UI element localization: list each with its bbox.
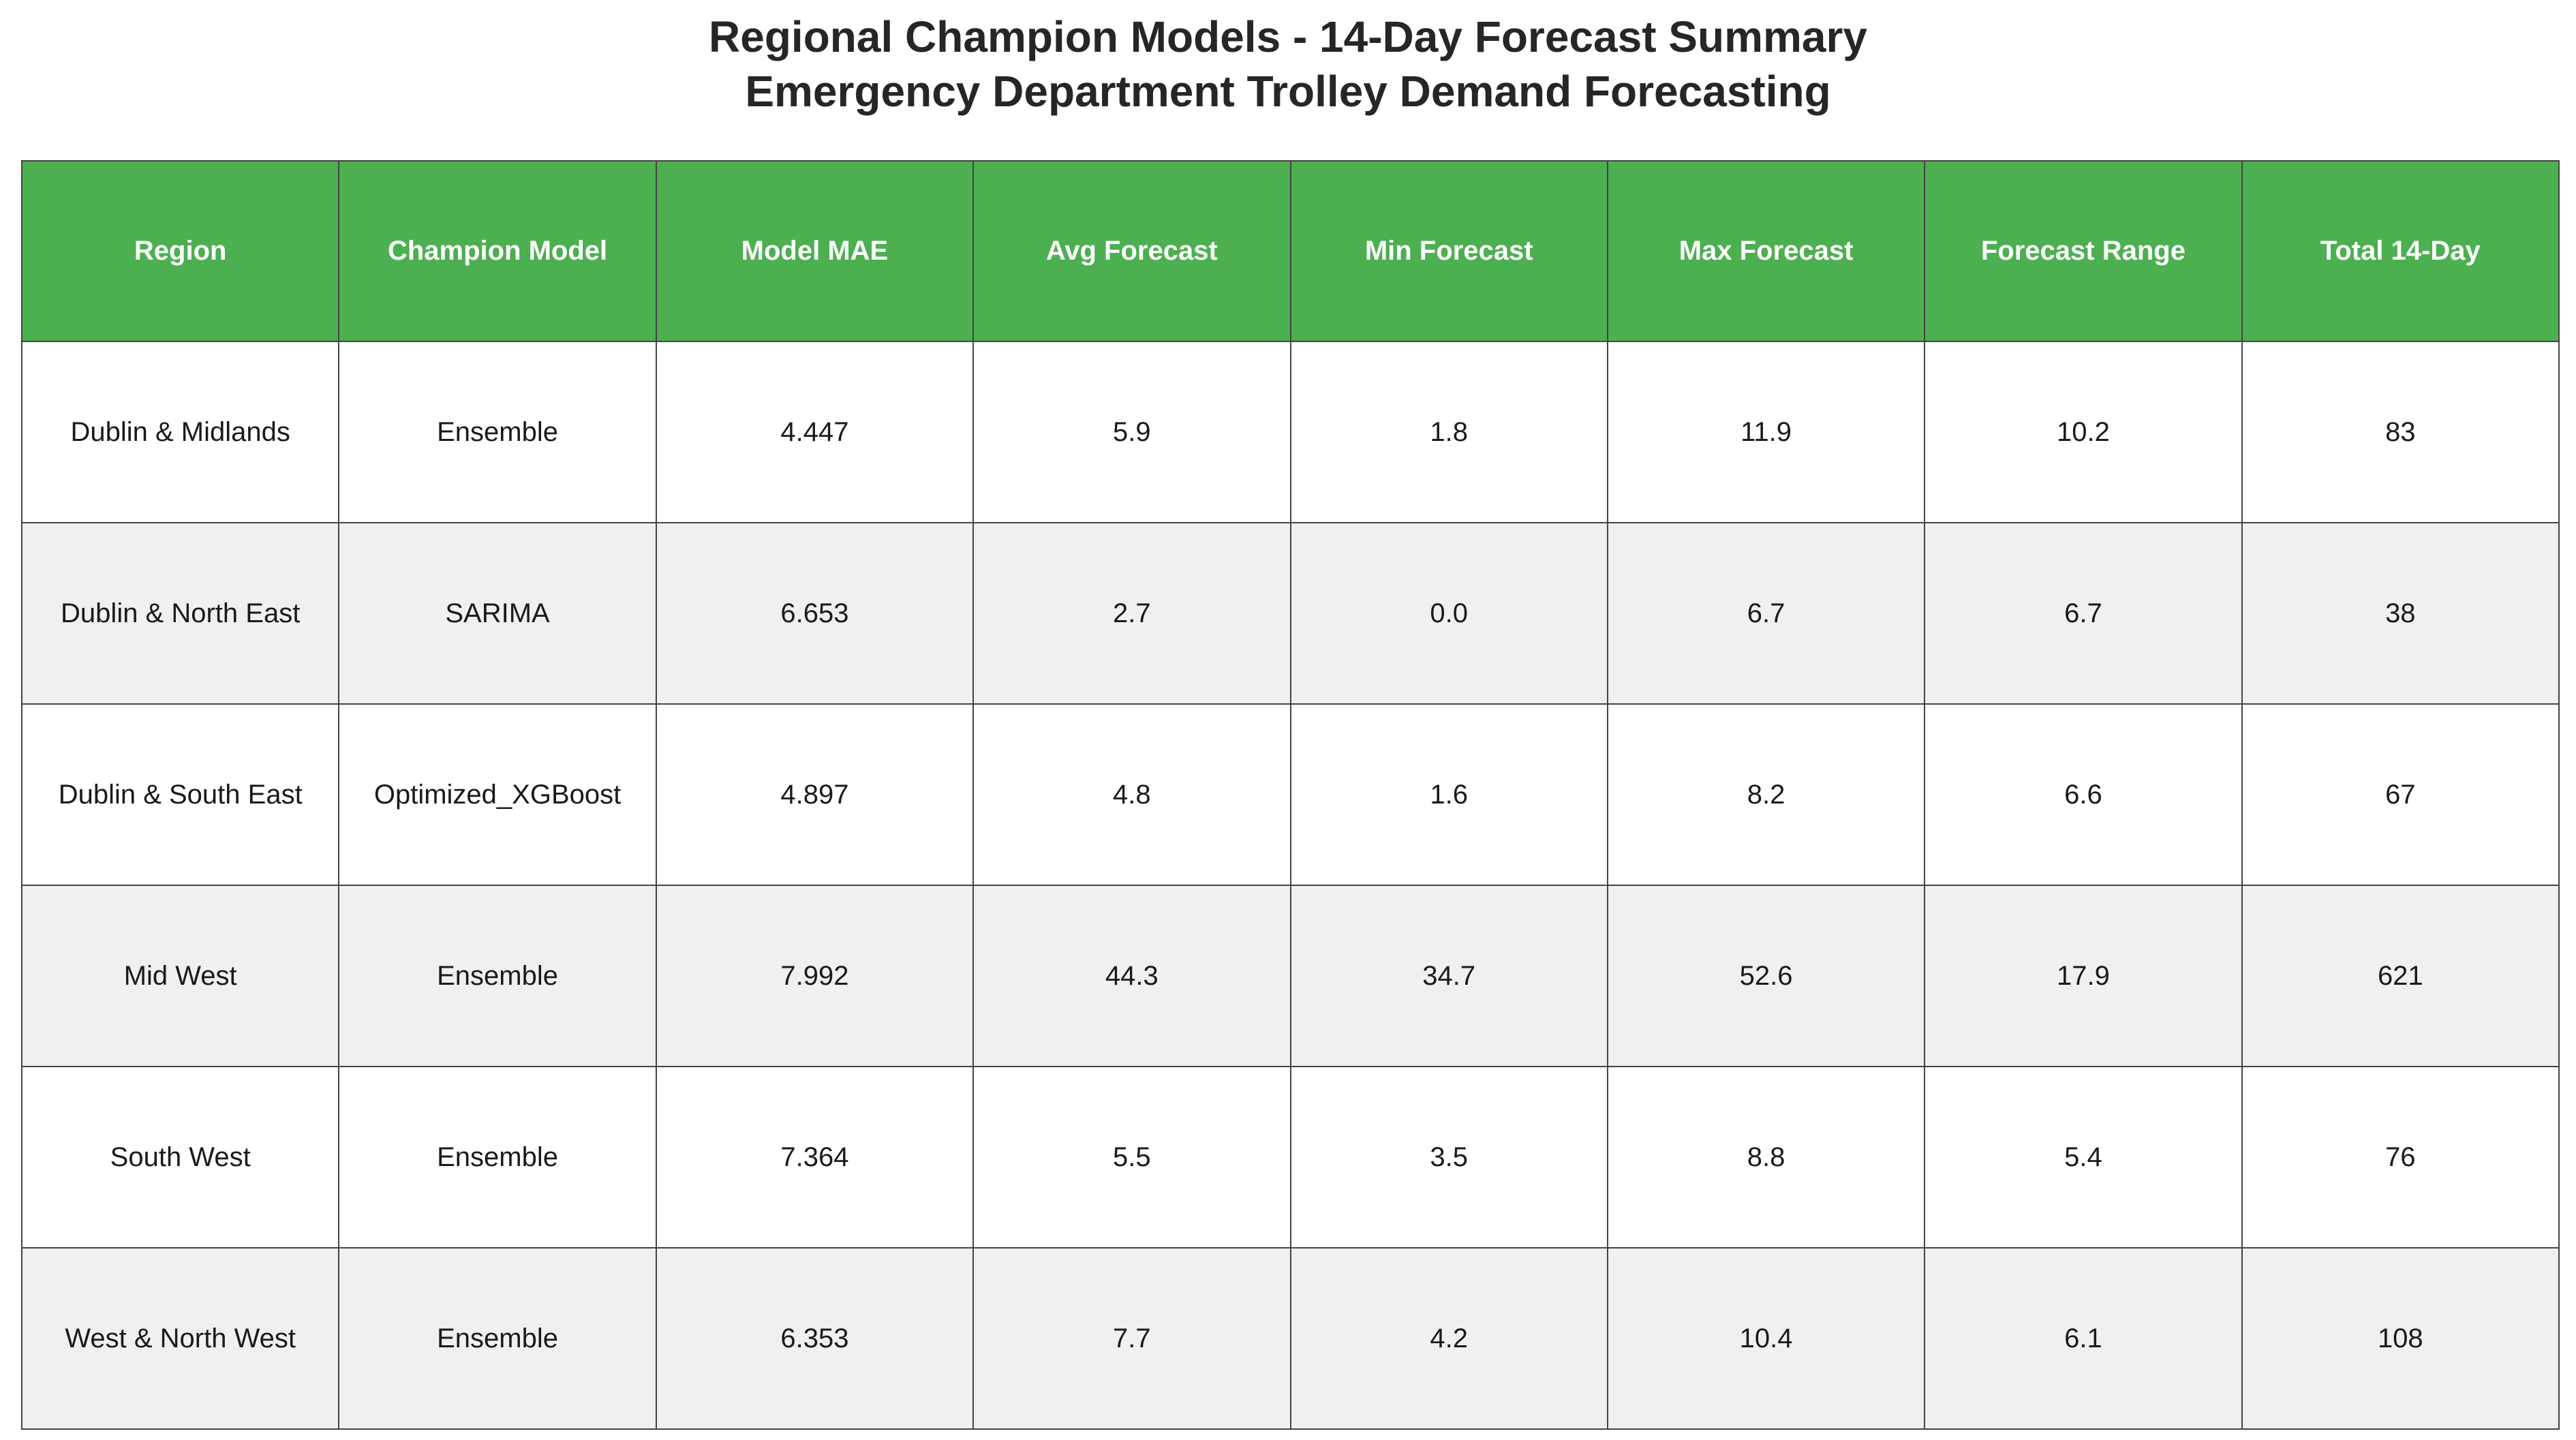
table-cell: 0.0: [1289, 522, 1608, 705]
table-cell: 11.9: [1606, 341, 1926, 523]
table-body: Dublin & Midlands Ensemble 4.447 5.9 1.8 11.9…: [20, 341, 2560, 1430]
table-cell: 3.5: [1289, 1066, 1608, 1248]
table-cell: Dublin & North East: [20, 522, 340, 705]
table-cell: 6.653: [655, 522, 975, 705]
table-cell: 1.6: [1289, 703, 1608, 886]
table-row: Dublin & North East SARIMA 6.653 2.7 0.0 6.7 6…: [20, 522, 2560, 705]
table-cell: 44.3: [972, 885, 1291, 1067]
table-cell: 52.6: [1606, 885, 1926, 1067]
table-row: Dublin & Midlands Ensemble 4.447 5.9 1.8 11.9…: [20, 341, 2560, 523]
table-cell: 17.9: [1924, 885, 2243, 1067]
forecast-summary-table-container: Region Champion Model Model MAE Avg Fore…: [20, 160, 2560, 1430]
table-cell: South West: [20, 1066, 340, 1248]
table-cell: Dublin & South East: [20, 703, 340, 886]
table-row: Dublin & South East Optimized_XGBoost 4.89…: [20, 703, 2560, 886]
table-cell: 10.2: [1924, 341, 2243, 523]
column-header: Avg Forecast: [972, 160, 1291, 342]
table-cell: Optimized_XGBoost: [338, 703, 657, 886]
table-cell: Ensemble: [338, 341, 657, 523]
table-cell: SARIMA: [338, 522, 657, 705]
table-cell: Mid West: [20, 885, 340, 1067]
table-header: Region Champion Model Model MAE Avg Fore…: [20, 160, 2560, 342]
table-cell: 83: [2241, 341, 2560, 523]
table-cell: 4.2: [1289, 1247, 1608, 1430]
table-cell: 4.8: [972, 703, 1291, 886]
table-cell: 6.7: [1924, 522, 2243, 705]
table-cell: 1.8: [1289, 341, 1608, 523]
column-header: Forecast Range: [1924, 160, 2243, 342]
column-header: Champion Model: [338, 160, 657, 342]
table-row: South West Ensemble 7.364 5.5 3.5 8.8 5.4 76: [20, 1066, 2560, 1248]
column-header: Max Forecast: [1606, 160, 1926, 342]
title-line-1: Regional Champion Models - 14-Day Foreca…: [709, 12, 1867, 61]
table-cell: West & North West: [20, 1247, 340, 1430]
header-row: Region Champion Model Model MAE Avg Fore…: [20, 160, 2560, 342]
table-cell: 7.7: [972, 1247, 1291, 1430]
table-cell: Ensemble: [338, 1247, 657, 1430]
table-cell: 76: [2241, 1066, 2560, 1248]
table-cell: 67: [2241, 703, 2560, 886]
table-cell: 4.447: [655, 341, 975, 523]
table-cell: 7.364: [655, 1066, 975, 1248]
title-line-2: Emergency Department Trolley Demand Fore…: [745, 67, 1831, 116]
table-cell: 5.9: [972, 341, 1291, 523]
table-row: Mid West Ensemble 7.992 44.3 34.7 52.6 17.9 621: [20, 885, 2560, 1067]
column-header: Region: [20, 160, 340, 342]
table-cell: 108: [2241, 1247, 2560, 1430]
table-cell: Ensemble: [338, 1066, 657, 1248]
table-cell: 10.4: [1606, 1247, 1926, 1430]
table-cell: Ensemble: [338, 885, 657, 1067]
table-cell: 6.1: [1924, 1247, 2243, 1430]
forecast-summary-table: Region Champion Model Model MAE Avg Fore…: [20, 160, 2560, 1430]
table-cell: 621: [2241, 885, 2560, 1067]
table-cell: 38: [2241, 522, 2560, 705]
table-cell: 2.7: [972, 522, 1291, 705]
table-cell: 7.992: [655, 885, 975, 1067]
column-header: Total 14-Day: [2241, 160, 2560, 342]
table-cell: 6.353: [655, 1247, 975, 1430]
table-cell: 8.8: [1606, 1066, 1926, 1248]
table-row: West & North West Ensemble 6.353 7.7 4.2 10.4…: [20, 1247, 2560, 1430]
table-cell: 6.7: [1606, 522, 1926, 705]
table-cell: 8.2: [1606, 703, 1926, 886]
table-cell: 5.4: [1924, 1066, 2243, 1248]
table-cell: 6.6: [1924, 703, 2243, 886]
table-cell: 34.7: [1289, 885, 1608, 1067]
column-header: Model MAE: [655, 160, 975, 342]
chart-title: Regional Champion Models - 14-Day Foreca…: [0, 10, 2576, 119]
column-header: Min Forecast: [1289, 160, 1608, 342]
table-cell: 5.5: [972, 1066, 1291, 1248]
table-cell: Dublin & Midlands: [20, 341, 340, 523]
table-cell: 4.897: [655, 703, 975, 886]
